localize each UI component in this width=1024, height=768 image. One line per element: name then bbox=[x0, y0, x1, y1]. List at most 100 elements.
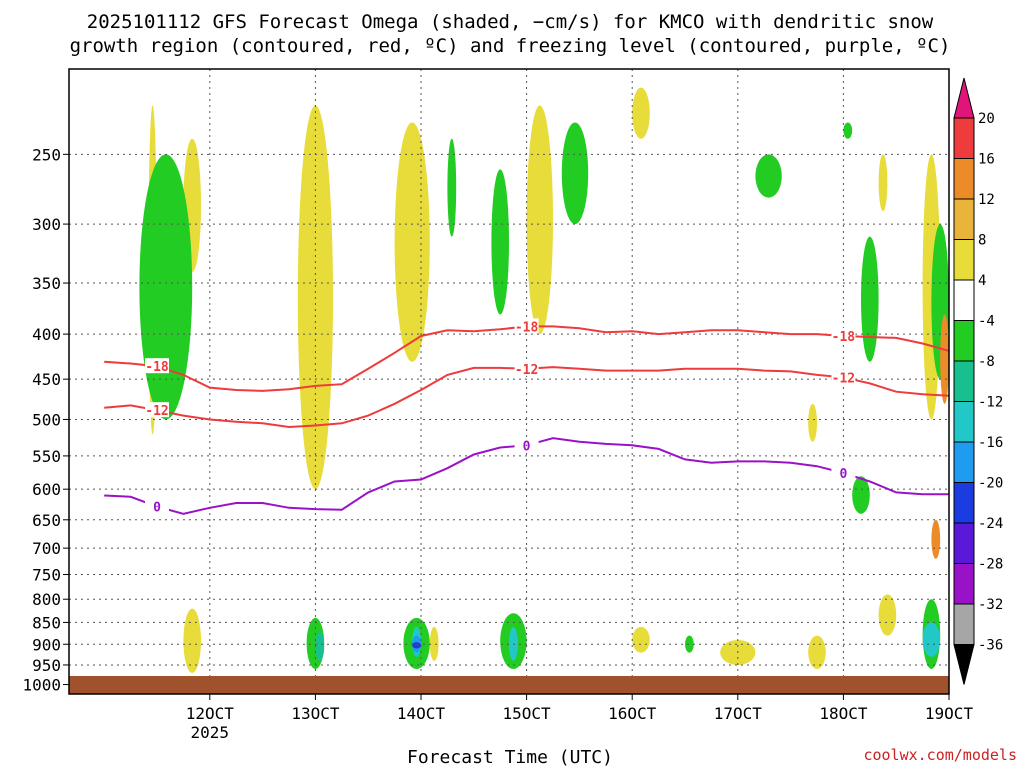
colorbar-swatch-blue bbox=[953, 482, 975, 524]
colorbar-label-8: -16 bbox=[978, 435, 1003, 451]
x-tick-sublabel-12: 2025 bbox=[191, 723, 230, 742]
omega-region-5 bbox=[447, 138, 457, 237]
y-tick-label-700: 700 bbox=[32, 539, 61, 558]
omega-region-16 bbox=[183, 608, 201, 673]
y-tick-label-1000: 1000 bbox=[22, 676, 61, 695]
x-tick-label-24: 13OCT bbox=[291, 704, 340, 723]
x-tick-label-12: 12OCT bbox=[186, 704, 235, 723]
dgz-lower-label-1: -12 bbox=[515, 363, 538, 378]
omega-region-9 bbox=[632, 87, 650, 139]
contour-layer: -18 -18 -18 -12 -12 -12 0 0 0 bbox=[104, 318, 950, 516]
colorbar-label-2: 12 bbox=[978, 192, 995, 208]
x-tick-label-60: 16OCT bbox=[608, 704, 657, 723]
colorbar-label-10: -24 bbox=[978, 516, 1003, 532]
credit-text: coolwx.com/models bbox=[863, 746, 1017, 764]
plot-frame bbox=[68, 68, 950, 695]
colorbar-label-5: -4 bbox=[978, 314, 995, 330]
y-tick-label-750: 750 bbox=[32, 566, 61, 585]
colorbar-swatch-lightorange bbox=[953, 198, 975, 240]
omega-region-27 bbox=[685, 635, 694, 653]
colorbar-swatch-white bbox=[953, 279, 975, 321]
omega-region-6 bbox=[491, 169, 510, 315]
dgz-lower-label-bg-0 bbox=[145, 402, 169, 418]
chart-title-line-2: growth region (contoured, red, ºC) and f… bbox=[70, 35, 951, 57]
colorbar-label-13: -36 bbox=[978, 638, 1003, 654]
colorbar-label-11: -28 bbox=[978, 557, 1003, 573]
omega-region-12 bbox=[878, 154, 888, 212]
y-tick-label-250: 250 bbox=[32, 145, 61, 164]
colorbar-swatch-skyblue bbox=[953, 441, 975, 483]
grid-lines bbox=[69, 69, 950, 694]
colorbar-top-arrow bbox=[953, 77, 975, 119]
y-tick-label-350: 350 bbox=[32, 274, 61, 293]
dgz-upper-label-bg-0 bbox=[145, 358, 169, 374]
colorbar-label-1: 16 bbox=[978, 152, 995, 168]
freezing-level-label-2: 0 bbox=[839, 467, 847, 482]
y-axis: 250 300 350 400 450 500 550 600 650 700 750 800 850 9… bbox=[22, 145, 69, 695]
y-tick-label-650: 650 bbox=[32, 511, 61, 530]
colorbar-swatch-teal bbox=[953, 360, 975, 402]
colorbar-swatch-darkviolet bbox=[953, 522, 975, 564]
chart-title-line-1: 2025101112 GFS Forecast Omega (shaded, −… bbox=[87, 11, 934, 33]
dgz-upper-label-2: -18 bbox=[832, 330, 856, 345]
y-tick-label-800: 800 bbox=[32, 590, 61, 609]
y-tick-label-850: 850 bbox=[32, 613, 61, 632]
y-tick-label-300: 300 bbox=[32, 215, 61, 234]
dgz-upper-label-bg-2 bbox=[831, 328, 856, 344]
y-tick-label-600: 600 bbox=[32, 480, 61, 499]
colorbar-bottom-arrow bbox=[953, 644, 975, 685]
y-tick-label-450: 450 bbox=[32, 370, 61, 389]
dgz-lower-label-bg-1 bbox=[514, 360, 539, 376]
y-tick-label-900: 900 bbox=[32, 635, 61, 654]
colorbar-swatch-gray bbox=[953, 603, 975, 645]
omega-region-36 bbox=[843, 122, 853, 139]
omega-region-30 bbox=[878, 594, 897, 636]
colorbar-label-6: -8 bbox=[978, 354, 995, 370]
omega-region-32 bbox=[922, 622, 941, 657]
y-tick-label-950: 950 bbox=[32, 656, 61, 675]
x-tick-label-48: 15OCT bbox=[503, 704, 552, 723]
omega-region-15 bbox=[940, 314, 949, 404]
omega-region-22 bbox=[412, 642, 421, 649]
colorbar-label-9: -20 bbox=[978, 476, 1003, 492]
colorbar-label-0: 20 bbox=[978, 111, 995, 127]
terrain-surface bbox=[69, 676, 949, 694]
omega-region-33 bbox=[931, 519, 941, 559]
omega-region-18 bbox=[315, 631, 325, 661]
omega-region-4 bbox=[394, 122, 430, 362]
omega-region-8 bbox=[561, 122, 589, 225]
omega-region-7 bbox=[526, 105, 553, 335]
omega-region-26 bbox=[632, 626, 650, 653]
x-axis-title: Forecast Time (UTC) bbox=[407, 747, 613, 768]
dgz-lower-label-0: -12 bbox=[145, 404, 168, 419]
omega-region-11 bbox=[861, 236, 879, 362]
dgz-upper-label-1: -18 bbox=[515, 320, 539, 335]
colorbar-label-4: 4 bbox=[978, 273, 986, 289]
colorbar-label-3: 8 bbox=[978, 233, 986, 249]
omega-region-25 bbox=[429, 626, 439, 661]
freezing-level-label-1: 0 bbox=[523, 439, 531, 454]
colorbar: 20 16 12 8 4 -4 -8 -12 -16 -20 -24 -28 -32 -36 bbox=[953, 77, 1003, 685]
colorbar-label-7: -12 bbox=[978, 395, 1003, 411]
x-tick-label-96: 19OCT bbox=[925, 704, 974, 723]
x-tick-label-84: 18OCT bbox=[819, 704, 868, 723]
colorbar-swatch-yellow bbox=[953, 239, 975, 281]
freezing-level-label-bg-1 bbox=[514, 437, 539, 453]
colorbar-swatch-orange bbox=[953, 158, 975, 200]
freezing-level-label-0: 0 bbox=[153, 501, 161, 516]
dgz-lower-label-bg-2 bbox=[831, 369, 856, 385]
dgz-upper-label-bg-1 bbox=[514, 318, 539, 334]
dgz-lower-label-2: -12 bbox=[832, 371, 855, 386]
x-tick-label-36: 14OCT bbox=[397, 704, 446, 723]
omega-region-34 bbox=[808, 403, 817, 442]
y-tick-label-400: 400 bbox=[32, 325, 61, 344]
dgz-upper-label-0: -18 bbox=[145, 360, 169, 375]
x-tick-label-72: 17OCT bbox=[714, 704, 763, 723]
colorbar-label-12: -32 bbox=[978, 597, 1003, 613]
colorbar-swatch-cyan bbox=[953, 401, 975, 443]
omega-region-2 bbox=[139, 154, 193, 420]
colorbar-swatch-green bbox=[953, 320, 975, 362]
colorbar-swatch-red bbox=[953, 117, 975, 159]
